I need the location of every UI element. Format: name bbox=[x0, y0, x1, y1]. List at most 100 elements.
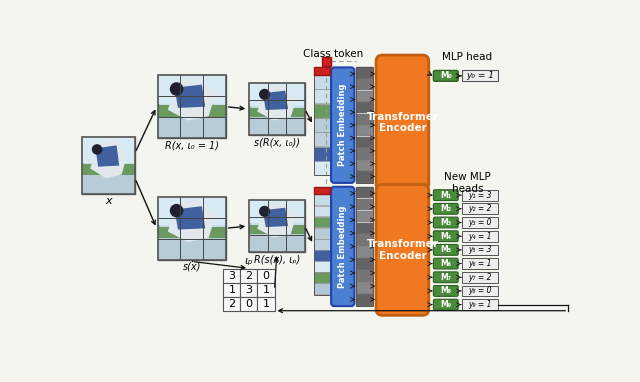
Bar bbox=[314, 104, 330, 118]
Bar bbox=[314, 75, 330, 175]
Bar bbox=[241, 283, 257, 297]
Text: 2: 2 bbox=[245, 271, 253, 281]
Polygon shape bbox=[257, 202, 296, 238]
FancyBboxPatch shape bbox=[433, 272, 458, 283]
FancyBboxPatch shape bbox=[331, 187, 355, 306]
Text: 2: 2 bbox=[228, 299, 236, 309]
Text: M₆: M₆ bbox=[440, 259, 451, 268]
Bar bbox=[314, 239, 330, 250]
Bar bbox=[462, 244, 498, 255]
Bar bbox=[356, 137, 373, 148]
FancyBboxPatch shape bbox=[433, 190, 458, 201]
Circle shape bbox=[259, 206, 270, 217]
Bar bbox=[314, 250, 330, 261]
Polygon shape bbox=[95, 146, 119, 167]
Bar bbox=[83, 137, 135, 194]
Text: y₉ = 1: y₉ = 1 bbox=[468, 300, 492, 309]
Bar bbox=[83, 164, 135, 175]
Text: y₅ = 3: y₅ = 3 bbox=[468, 245, 492, 254]
FancyBboxPatch shape bbox=[433, 244, 458, 255]
Bar bbox=[356, 258, 373, 270]
Bar bbox=[314, 161, 330, 175]
Text: y₃ = 0: y₃ = 0 bbox=[468, 218, 492, 227]
Text: M₉: M₉ bbox=[440, 300, 451, 309]
Text: s(R(x, ι₀)): s(R(x, ι₀)) bbox=[254, 137, 300, 147]
Bar bbox=[314, 118, 330, 132]
Text: x: x bbox=[106, 196, 112, 206]
Polygon shape bbox=[263, 91, 288, 110]
Bar bbox=[157, 75, 226, 138]
Text: MLP head: MLP head bbox=[442, 52, 493, 62]
Bar bbox=[249, 83, 305, 106]
Bar bbox=[356, 199, 373, 210]
Text: M₂: M₂ bbox=[440, 204, 451, 213]
Bar bbox=[249, 225, 305, 235]
Bar bbox=[462, 217, 498, 228]
Polygon shape bbox=[263, 208, 288, 227]
Text: 1: 1 bbox=[262, 285, 269, 295]
Bar bbox=[356, 91, 373, 102]
Bar bbox=[241, 269, 257, 283]
Text: Patch Embedding: Patch Embedding bbox=[338, 84, 348, 167]
FancyBboxPatch shape bbox=[376, 185, 429, 315]
Bar bbox=[356, 113, 373, 125]
Text: M₀: M₀ bbox=[440, 71, 452, 80]
Bar bbox=[314, 217, 330, 227]
Bar bbox=[83, 137, 135, 194]
Text: s(x): s(x) bbox=[182, 262, 201, 272]
Bar bbox=[314, 67, 330, 75]
Bar bbox=[83, 137, 135, 163]
Text: ιₚ: ιₚ bbox=[244, 256, 253, 266]
Bar bbox=[223, 297, 241, 311]
Text: M₅: M₅ bbox=[440, 245, 451, 254]
Text: M₁: M₁ bbox=[440, 191, 451, 200]
Bar bbox=[249, 83, 305, 135]
Text: M₇: M₇ bbox=[440, 273, 451, 282]
Text: Transformer
Encoder: Transformer Encoder bbox=[367, 239, 438, 261]
Bar bbox=[462, 190, 498, 201]
Polygon shape bbox=[175, 84, 205, 108]
Text: y₁ = 3: y₁ = 3 bbox=[468, 191, 492, 200]
Bar bbox=[356, 67, 373, 183]
Bar bbox=[157, 197, 226, 225]
Bar bbox=[462, 286, 498, 296]
Bar bbox=[314, 206, 330, 216]
Polygon shape bbox=[257, 86, 296, 120]
Bar bbox=[356, 125, 373, 136]
Bar bbox=[356, 67, 373, 79]
Bar bbox=[157, 75, 226, 138]
Bar bbox=[462, 231, 498, 241]
Text: Class token: Class token bbox=[303, 49, 364, 58]
Bar bbox=[356, 223, 373, 234]
Text: y₄ = 1: y₄ = 1 bbox=[468, 232, 492, 241]
Bar bbox=[356, 210, 373, 222]
Bar bbox=[257, 283, 275, 297]
Bar bbox=[314, 132, 330, 146]
Bar bbox=[314, 187, 330, 194]
Bar bbox=[157, 117, 226, 138]
Text: 0: 0 bbox=[262, 271, 269, 281]
Bar bbox=[356, 235, 373, 246]
Polygon shape bbox=[168, 200, 216, 242]
Bar bbox=[462, 258, 498, 269]
Bar bbox=[314, 147, 330, 160]
Text: New MLP
heads: New MLP heads bbox=[444, 172, 491, 194]
Bar bbox=[314, 194, 330, 205]
Text: M₄: M₄ bbox=[440, 232, 451, 241]
FancyBboxPatch shape bbox=[433, 286, 458, 296]
Bar bbox=[462, 204, 498, 214]
Bar bbox=[356, 187, 373, 199]
FancyBboxPatch shape bbox=[433, 204, 458, 214]
Bar bbox=[241, 297, 257, 311]
Bar bbox=[356, 246, 373, 258]
FancyBboxPatch shape bbox=[433, 231, 458, 241]
Polygon shape bbox=[175, 206, 205, 230]
Bar bbox=[157, 105, 226, 117]
Bar bbox=[249, 200, 305, 223]
Bar bbox=[157, 197, 226, 260]
Bar bbox=[257, 269, 275, 283]
Polygon shape bbox=[168, 78, 216, 121]
Bar bbox=[83, 175, 135, 194]
Text: 3: 3 bbox=[228, 271, 236, 281]
Text: y₆ = 1: y₆ = 1 bbox=[468, 259, 492, 268]
